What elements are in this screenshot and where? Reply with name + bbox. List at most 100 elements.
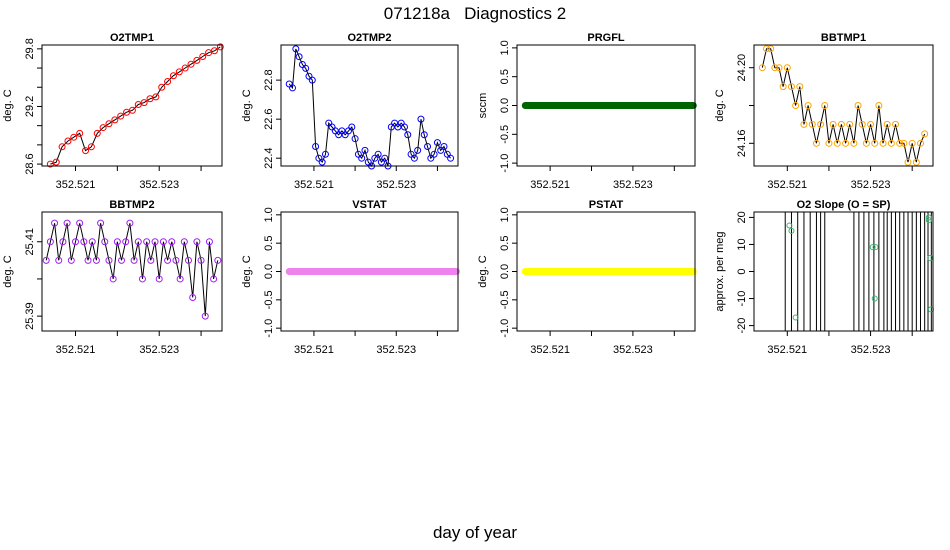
slope-point <box>869 244 876 251</box>
data-point <box>846 120 854 128</box>
data-point <box>80 238 88 246</box>
data-point <box>101 238 109 246</box>
slope-point <box>792 314 799 321</box>
panel-title: BBTMP1 <box>821 32 866 44</box>
data-point <box>289 84 297 92</box>
data-point <box>187 60 195 68</box>
x-tick-label: 352.523 <box>613 179 653 191</box>
data-point <box>912 158 920 166</box>
data-point <box>433 139 441 147</box>
data-point <box>358 154 366 162</box>
data-point <box>404 131 412 139</box>
data-point <box>147 256 155 264</box>
y-tick-label: 22.8 <box>263 69 275 90</box>
data-point <box>858 120 866 128</box>
data-point <box>318 158 326 166</box>
data-point <box>783 64 791 72</box>
y-tick-label: 10 <box>736 238 748 250</box>
data-point <box>169 72 177 80</box>
y-tick-label: 0.0 <box>499 98 511 113</box>
panel-3: PRGFL sccm 352.521 352.523 -1.0 -0.5 0.0 0.5 1.0 <box>477 32 697 191</box>
panel-title: O2 Slope (O = SP) <box>797 199 891 211</box>
data-point <box>921 130 929 138</box>
data-point <box>308 76 316 84</box>
data-point <box>180 238 188 246</box>
panel-2: O2TMP2 deg. C 352.521 352.523 22.4 22.6 22.8 <box>241 32 459 191</box>
y-tick-label: 1.0 <box>499 207 511 222</box>
data-point <box>164 256 172 264</box>
data-point <box>414 146 422 154</box>
data-point <box>292 45 300 53</box>
plot-frame <box>41 211 223 332</box>
x-tick-label: 352.521 <box>294 179 334 191</box>
data-point <box>821 102 829 109</box>
page-title: 071218a Diagnostics 2 <box>383 4 567 23</box>
data-point <box>883 120 891 128</box>
data-point <box>88 238 96 246</box>
data-point <box>908 139 916 147</box>
data-point <box>82 147 90 155</box>
data-point <box>381 154 389 162</box>
slope-point <box>872 244 879 251</box>
data-point <box>424 142 432 150</box>
data-point <box>361 146 369 154</box>
y-axis-label: deg. C <box>477 255 489 287</box>
y-tick-label: 22.4 <box>263 147 275 168</box>
data-point <box>904 158 912 166</box>
panel-title: BBTMP2 <box>109 199 154 211</box>
data-point <box>867 120 875 128</box>
data-point <box>420 131 428 139</box>
y-tick-label: 0.0 <box>499 264 511 279</box>
data-point <box>779 83 787 91</box>
y-tick-label: 29.2 <box>24 96 36 117</box>
data-point <box>787 83 795 91</box>
data-point <box>410 154 418 162</box>
y-tick-label: 24.16 <box>736 130 748 158</box>
y-tick-label: 1.0 <box>499 40 511 55</box>
y-tick-label: -20 <box>736 318 748 334</box>
plot-frame <box>516 211 696 332</box>
data-line <box>761 48 926 163</box>
x-tick-label: 352.521 <box>294 344 334 356</box>
data-point <box>199 53 207 61</box>
data-point <box>216 43 224 51</box>
x-tick-label: 352.521 <box>530 179 570 191</box>
y-tick-label: -10 <box>736 291 748 307</box>
data-point <box>76 129 84 137</box>
data-point <box>130 256 138 264</box>
y-tick-label: 25.39 <box>24 302 36 330</box>
data-point <box>833 139 841 147</box>
plot-frame <box>280 211 459 332</box>
data-point <box>430 150 438 158</box>
y-tick-label: -0.5 <box>499 125 511 144</box>
data-point <box>771 64 779 72</box>
x-tick-label: 352.523 <box>851 179 891 191</box>
data-point <box>210 275 218 283</box>
panel-1: O2TMP1 deg. C 352.521 352.523 28.6 29.2 29.8 <box>2 32 224 191</box>
data-point <box>105 120 113 128</box>
data-point <box>321 150 329 158</box>
data-point <box>63 219 71 227</box>
panel-title: O2TMP1 <box>110 32 154 44</box>
data-point <box>351 135 359 143</box>
data-point <box>829 120 837 128</box>
y-tick-label: 25.41 <box>24 228 36 256</box>
y-tick-label: 24.20 <box>736 54 748 82</box>
data-point <box>117 112 125 120</box>
data-point <box>854 102 862 109</box>
plot-frame <box>753 44 934 167</box>
data-point <box>92 256 100 264</box>
x-tick-label: 352.523 <box>376 344 416 356</box>
data-point <box>312 142 320 150</box>
y-tick-label: 0 <box>736 268 748 274</box>
data-point <box>875 102 883 109</box>
data-point <box>193 238 201 246</box>
y-axis-label: deg. C <box>241 255 253 287</box>
data-point <box>155 275 163 283</box>
data-point <box>896 139 904 147</box>
plot-frame <box>280 44 459 167</box>
y-axis-label: sccm <box>477 93 489 119</box>
data-point <box>796 83 804 91</box>
slope-point <box>786 222 793 229</box>
